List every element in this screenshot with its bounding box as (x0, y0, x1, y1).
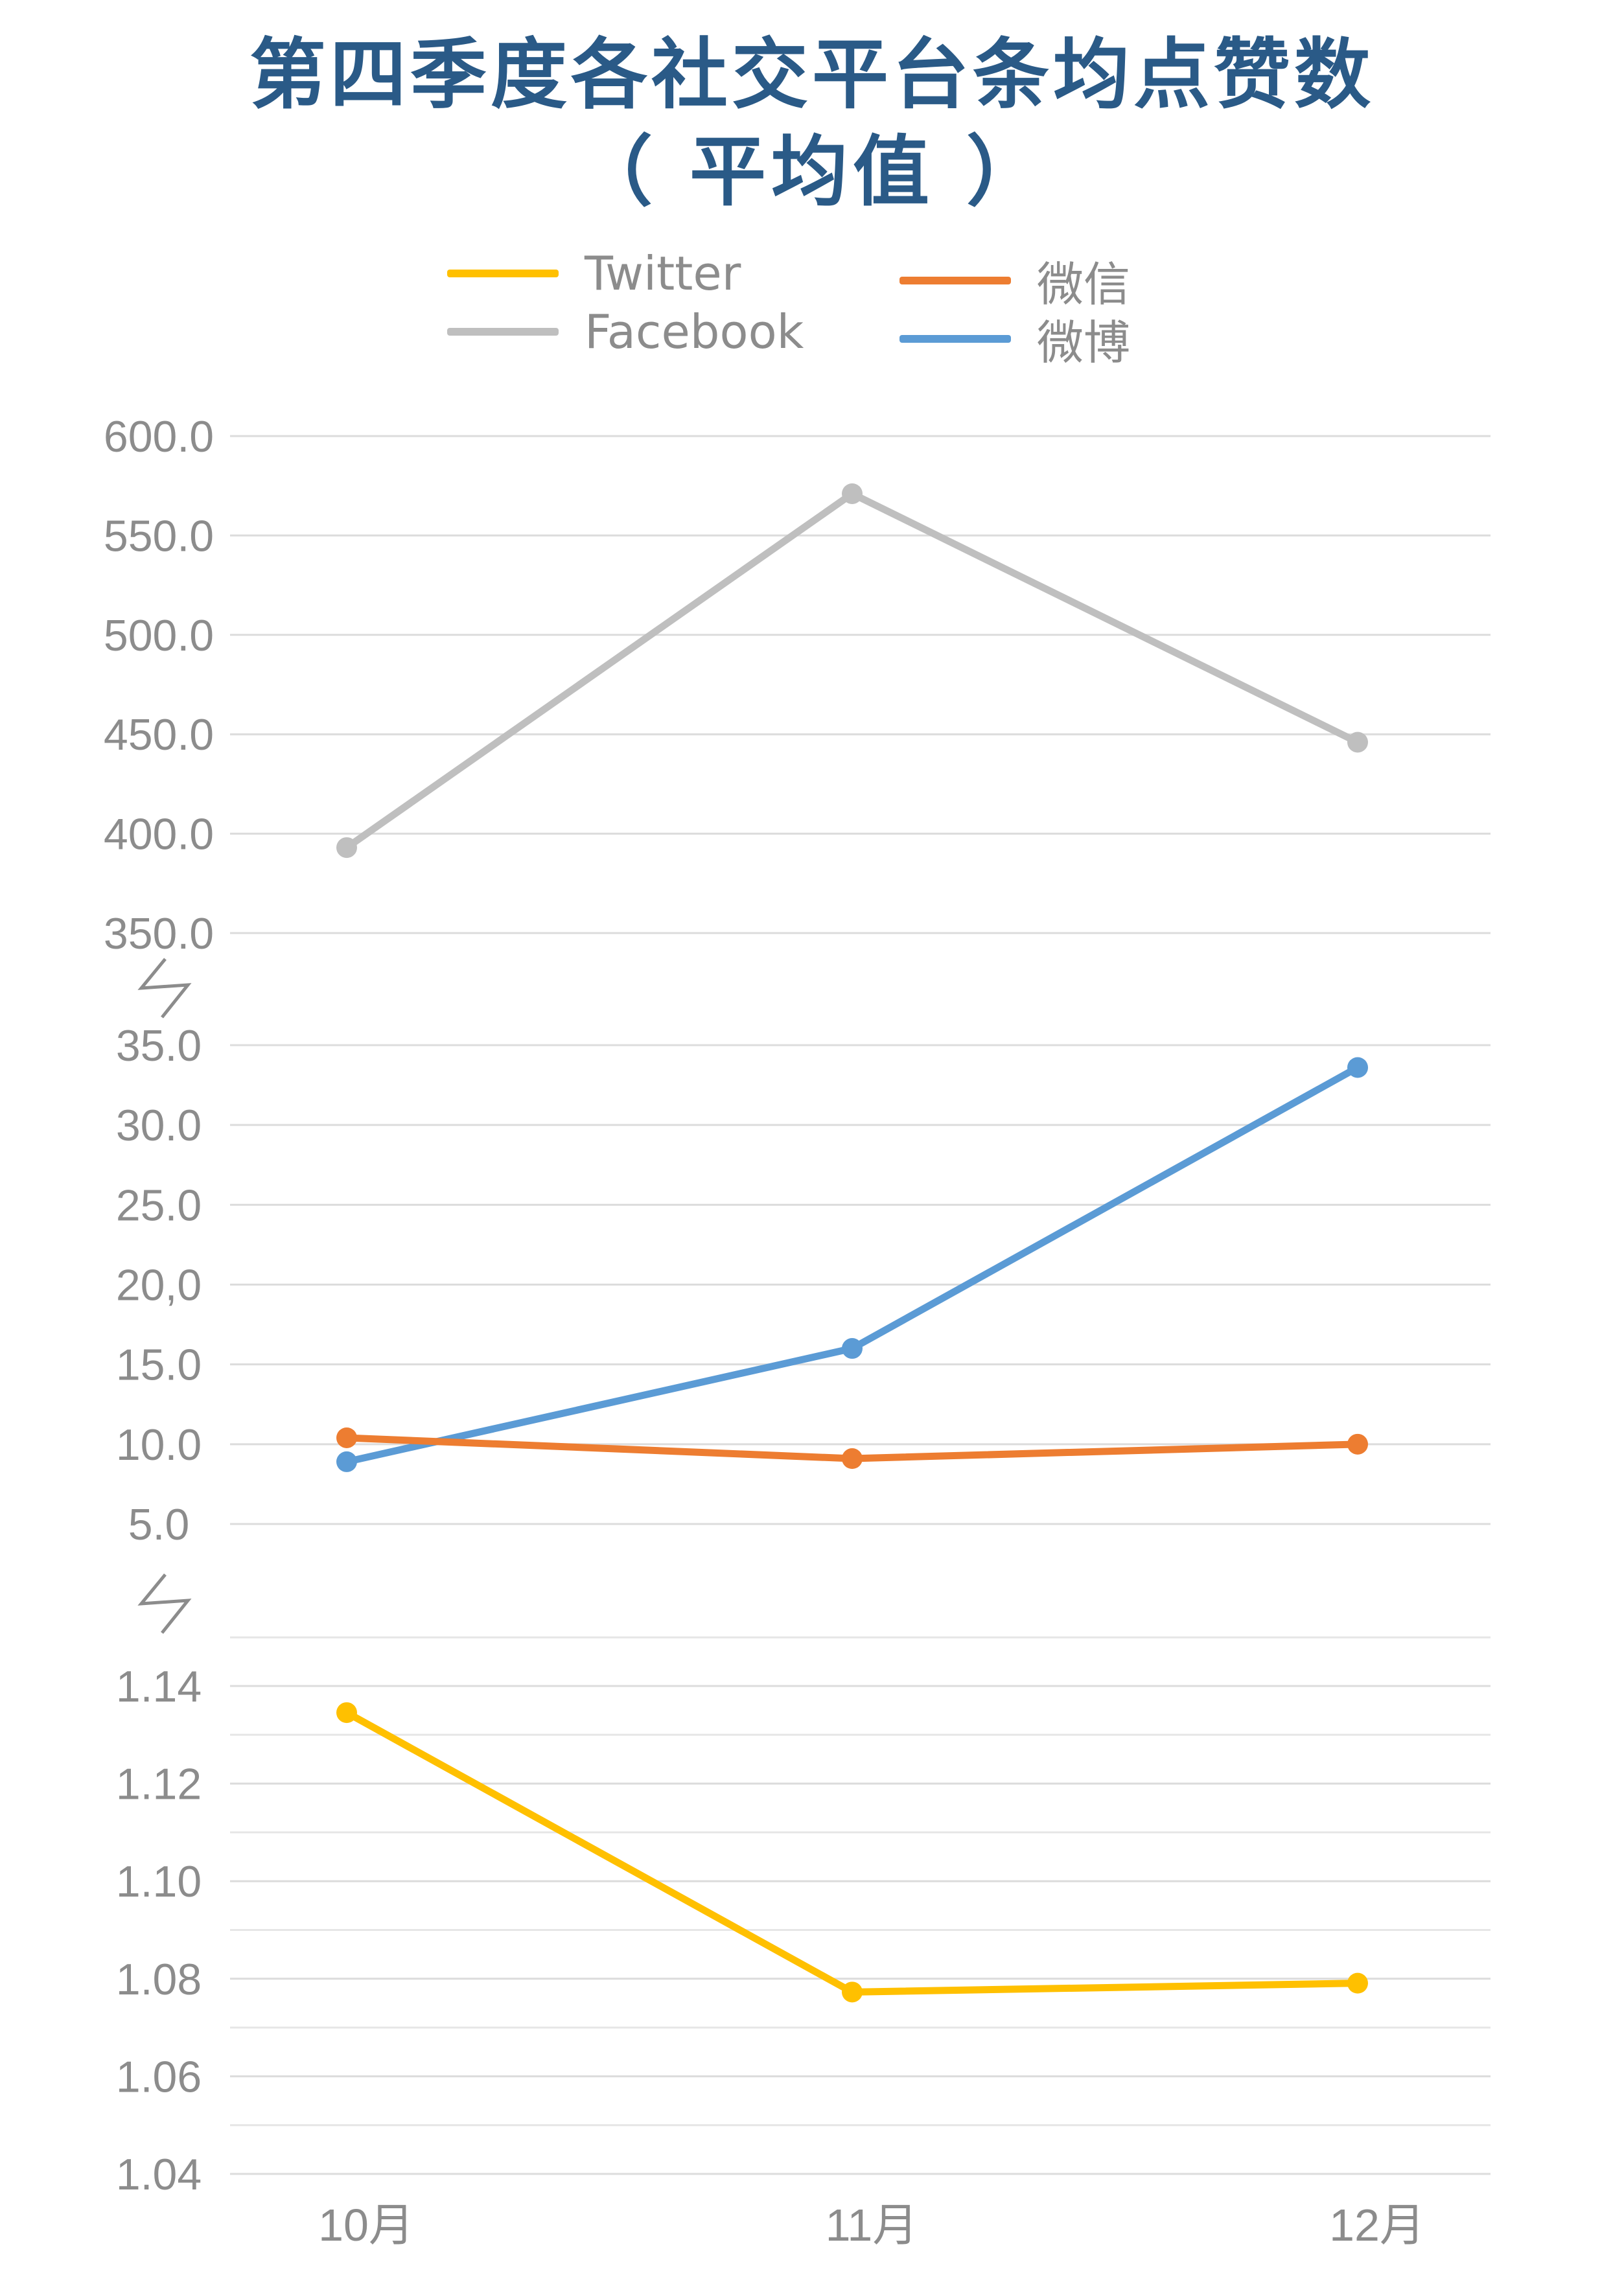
y-tick-label: 1.06 (116, 2052, 202, 2101)
data-point (1347, 1057, 1368, 1078)
y-tick-label: 350.0 (104, 909, 214, 958)
x-tick-label: 12月 (1329, 2200, 1425, 2250)
y-tick-label: 25.0 (116, 1181, 202, 1230)
y-tick-label: 450.0 (104, 710, 214, 759)
legend-label-wechat: 微信 (1037, 257, 1131, 312)
legend-swatch-twitter (447, 270, 559, 277)
grid-lines (230, 435, 1491, 2175)
data-point (1347, 1972, 1368, 1994)
series-line (343, 1063, 1362, 1466)
y-tick-label: 1.10 (116, 1857, 202, 1906)
x-axis-labels: 10月 11月 12月 (318, 2200, 1425, 2250)
axis-break-icon (137, 958, 192, 1019)
y-tick-label: 10.0 (116, 1420, 202, 1470)
y-tick-label: 5.0 (128, 1500, 190, 1549)
y-tick-label: 35.0 (116, 1021, 202, 1070)
data-point (842, 483, 863, 504)
y-tick-label: 400.0 (104, 810, 214, 859)
legend-label-twitter: Twitter (585, 246, 741, 301)
y-tick-label: 600.0 (104, 412, 214, 461)
y-tick-label: 1.12 (116, 1760, 202, 1809)
legend-label-facebook: Facebook (585, 305, 804, 359)
legend-item-twitter: Twitter (447, 246, 741, 301)
y-tick-label: 1.08 (116, 1955, 202, 2004)
y-tick-label: 500.0 (104, 611, 214, 660)
data-point (842, 1448, 863, 1470)
series-line (343, 490, 1362, 851)
data-point (336, 837, 357, 859)
y-axis-ticks: 600.0 550.0 500.0 450.0 400.0 350.0 35.0 30.0 25… (104, 412, 214, 2199)
series-line (343, 1709, 1362, 1996)
data-point (1347, 1433, 1368, 1455)
y-tick-label: 30.0 (116, 1101, 202, 1150)
data-point (336, 1451, 357, 1472)
legend-swatch-facebook (447, 328, 559, 336)
y-tick-label: 20,0 (116, 1261, 202, 1310)
data-point (336, 1427, 357, 1448)
data-point (842, 1981, 863, 2003)
x-tick-label: 10月 (318, 2200, 414, 2250)
series-lines (336, 483, 1368, 2003)
y-tick-label: 1.14 (116, 1662, 202, 1711)
legend-item-weibo: 微博 (899, 305, 1130, 373)
legend-item-wechat: 微信 (899, 246, 1130, 314)
y-tick-label: 15.0 (116, 1341, 202, 1390)
y-tick-label: 1.04 (116, 2150, 202, 2199)
legend-swatch-wechat (899, 276, 1011, 284)
legend-swatch-weibo (899, 334, 1011, 343)
legend-item-facebook: Facebook (447, 305, 804, 359)
chart-title-line-1: 第四季度各社交平台条均点赞数 (249, 30, 1375, 119)
x-tick-label: 11月 (826, 2200, 918, 2250)
chart-title-line-2: （ 平均值 ） (575, 127, 1049, 216)
legend-label-weibo: 微博 (1037, 316, 1131, 370)
axis-break-icon (137, 1573, 192, 1634)
data-point (842, 1338, 863, 1359)
data-point (1347, 732, 1368, 753)
y-tick-label: 550.0 (104, 511, 214, 560)
data-point (336, 1702, 357, 1724)
axis-break-marks (137, 958, 192, 1634)
